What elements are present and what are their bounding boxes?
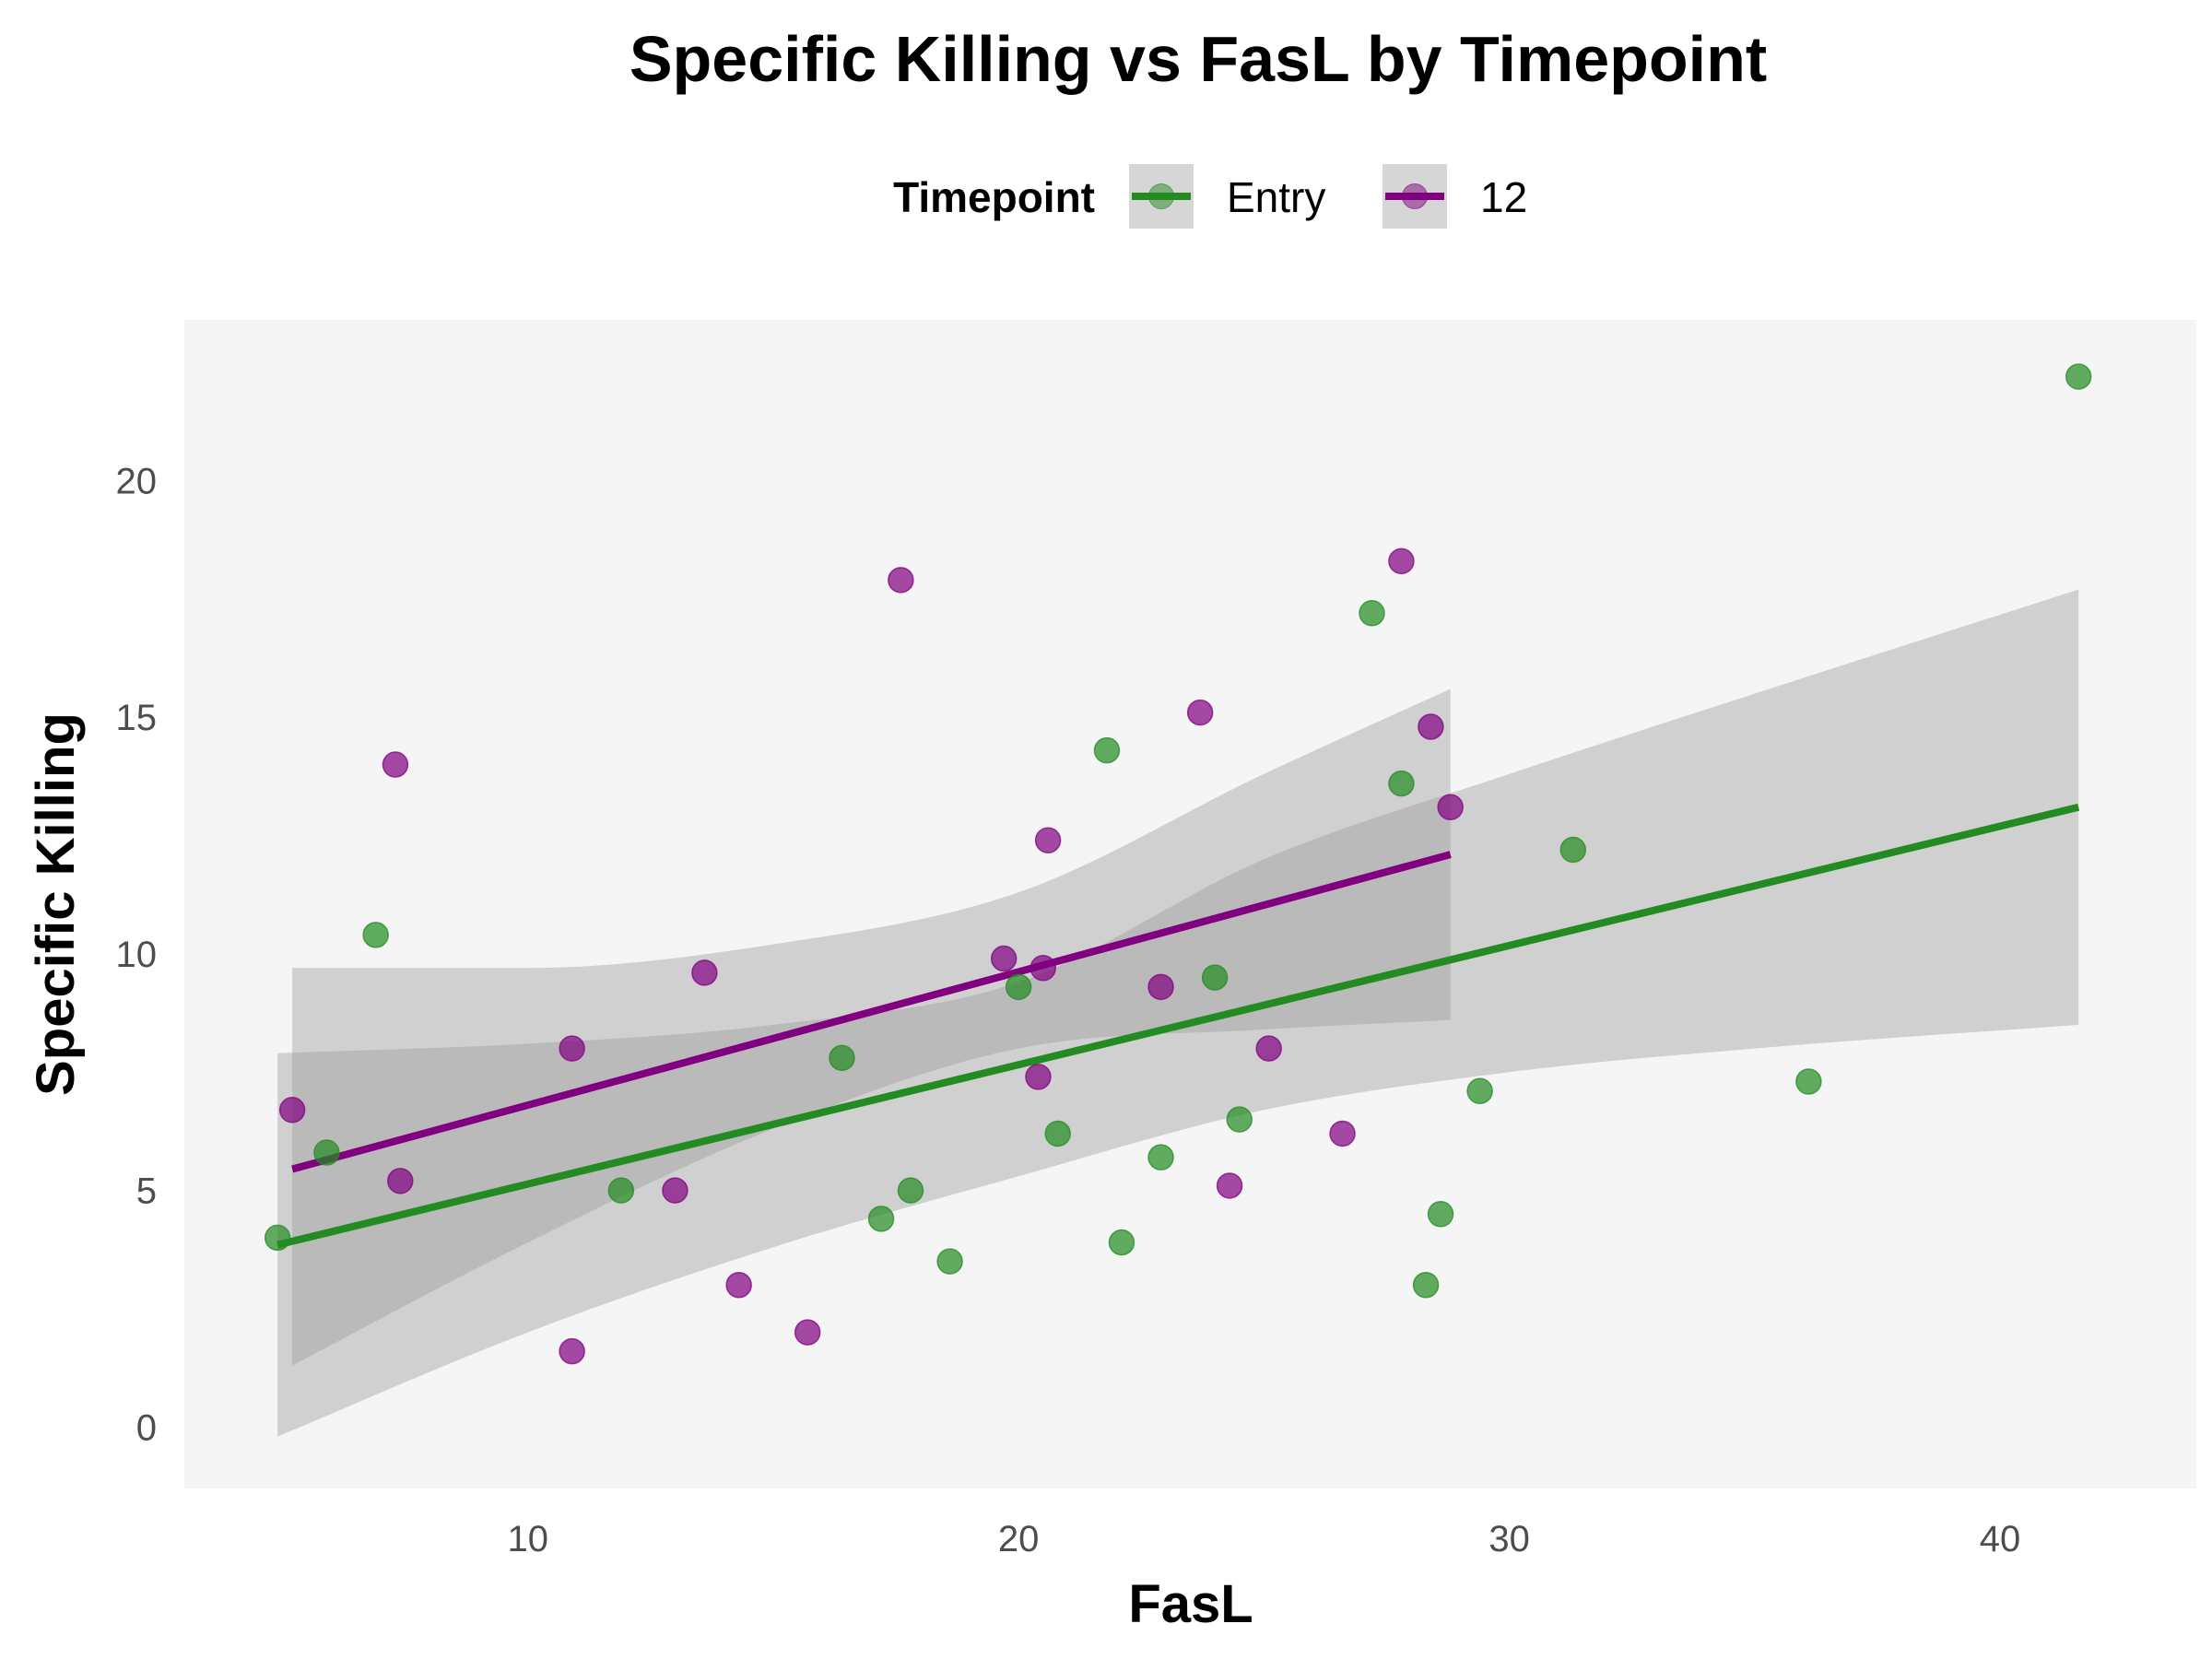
x-axis-ticks: 10 20 30 40 <box>507 1519 2020 1559</box>
data-point <box>1388 547 1415 575</box>
fit-line <box>276 803 2080 1249</box>
data-point <box>1329 1120 1356 1147</box>
data-point <box>264 1224 291 1252</box>
data-point <box>1466 1077 1493 1105</box>
confidence-bands <box>277 589 2079 1437</box>
data-point <box>362 922 389 948</box>
data-point <box>897 1177 924 1204</box>
data-point <box>1216 1172 1243 1199</box>
y-tick-label: 5 <box>136 1171 157 1212</box>
data-point <box>387 1168 414 1194</box>
data-point <box>382 751 409 778</box>
data-point <box>1226 1106 1253 1133</box>
confidence-band <box>277 589 2079 1437</box>
chart-title: Specific Killing vs FasL by Timepoint <box>629 23 1767 95</box>
x-axis-title: FasL <box>1128 1574 1253 1634</box>
data-point <box>1044 1120 1071 1147</box>
data-point <box>2065 363 2092 390</box>
data-point <box>1795 1068 1822 1095</box>
confidence-band <box>292 688 1451 1366</box>
legend-label: 12 <box>1480 173 1527 221</box>
legend: Timepoint Entry 12 <box>893 164 1527 229</box>
x-tick-label: 30 <box>1488 1519 1530 1559</box>
data-point <box>559 1035 585 1062</box>
data-point <box>691 959 718 986</box>
fit-line <box>291 851 1452 1173</box>
data-point <box>888 567 914 594</box>
legend-point-swatch <box>1148 183 1174 209</box>
data-point <box>1005 973 1032 1001</box>
legend-item: Entry <box>1129 164 1325 229</box>
data-point <box>607 1177 635 1204</box>
data-point <box>1034 827 1062 853</box>
plot-panel <box>184 320 2196 1488</box>
data-point <box>662 1177 688 1204</box>
data-point <box>1255 1035 1282 1062</box>
data-point <box>725 1272 752 1299</box>
data-point <box>278 1097 306 1124</box>
x-tick-label: 40 <box>1980 1519 2021 1559</box>
data-point <box>1427 1201 1454 1228</box>
x-tick-label: 20 <box>998 1519 1040 1559</box>
data-point <box>1147 1144 1174 1171</box>
y-tick-label: 20 <box>116 462 158 502</box>
y-tick-label: 15 <box>116 698 158 738</box>
data-point <box>1559 836 1587 864</box>
data-point <box>1093 736 1121 764</box>
y-tick-label: 10 <box>116 935 158 975</box>
data-point <box>1108 1229 1135 1256</box>
data-point <box>990 945 1018 972</box>
data-point <box>867 1206 895 1232</box>
data-point <box>1025 1064 1052 1090</box>
y-tick-label: 0 <box>136 1407 157 1448</box>
y-axis-ticks: 0 5 10 15 20 <box>116 462 158 1449</box>
data-point <box>936 1248 963 1275</box>
data-point <box>1359 600 1385 627</box>
data-point <box>794 1319 821 1346</box>
data-point <box>1437 794 1464 821</box>
data-point <box>313 1139 340 1166</box>
x-tick-label: 10 <box>507 1519 548 1559</box>
data-point <box>1412 1272 1440 1299</box>
data-point <box>1388 770 1415 797</box>
y-axis-title: Specific Killing <box>26 712 86 1096</box>
legend-point-swatch <box>1402 183 1428 209</box>
data-point <box>829 1044 855 1072</box>
data-point <box>1418 713 1444 740</box>
legend-label: Entry <box>1227 173 1325 221</box>
data-points <box>264 363 2092 1365</box>
data-point <box>1186 699 1214 726</box>
data-point <box>1147 973 1174 1001</box>
fit-lines <box>276 803 2080 1249</box>
data-point <box>1201 964 1229 991</box>
data-point <box>1030 955 1057 982</box>
data-point <box>559 1337 585 1365</box>
legend-item: 12 <box>1382 164 1527 229</box>
legend-title: Timepoint <box>893 173 1095 221</box>
